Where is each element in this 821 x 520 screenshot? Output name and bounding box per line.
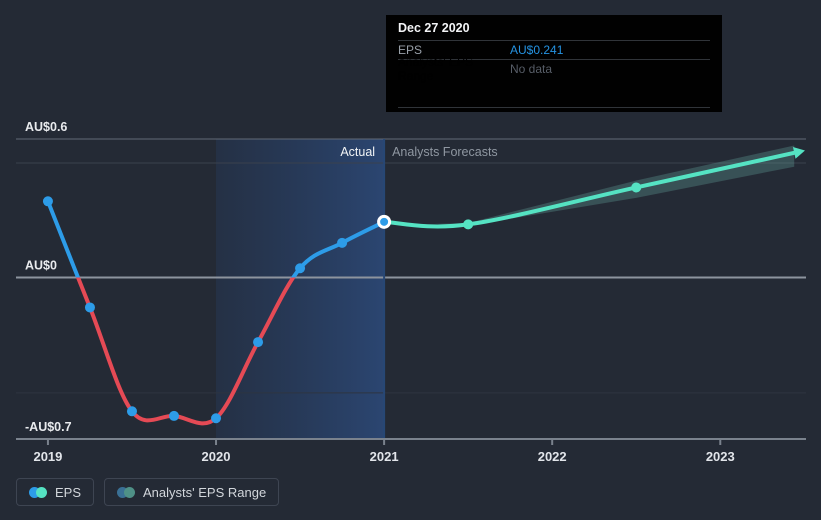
legend-eps-button[interactable]: EPS (16, 478, 95, 506)
chart-legend: EPS Analysts' EPS Range (16, 478, 280, 506)
y-tick-label: -AU$0.7 (25, 420, 72, 434)
eps-chart[interactable]: 2019 2020 2021 2022 2023 AU$0.6 AU$0 -AU$0.7 Act… (0, 0, 821, 470)
eps-actual-line-positive (45, 199, 387, 278)
legend-range-label: Analysts' EPS Range (143, 484, 267, 500)
y-tick-label: AU$0.6 (25, 120, 67, 134)
actual-label: Actual (340, 145, 375, 159)
tooltip-range-label: Analysts' EPS Range (398, 55, 473, 83)
tooltip-date: Dec 27 2020 (398, 21, 470, 35)
eps-forecast-line (382, 150, 797, 229)
forecast-data-point[interactable] (631, 182, 642, 193)
forecast-data-point[interactable] (463, 219, 474, 230)
forecasts-label: Analysts Forecasts (392, 145, 498, 159)
data-point[interactable] (84, 302, 95, 313)
actual-period-band (216, 139, 385, 439)
tooltip-eps-label: EPS (398, 43, 423, 57)
x-tick-label: 2021 (370, 449, 399, 464)
tooltip-row-range: Analysts' EPS Range No data (398, 55, 710, 83)
y-tick-label: AU$0 (25, 258, 57, 272)
eps-series-icon (29, 486, 47, 498)
x-tick-label: 2022 (538, 449, 567, 464)
tooltip-row-eps: EPS AU$0.241 (398, 40, 710, 59)
legend-eps-label: EPS (55, 484, 82, 500)
data-point[interactable] (126, 406, 137, 417)
analysts-range-band (434, 145, 795, 226)
data-point[interactable] (253, 337, 264, 348)
forecast-arrow-icon (792, 146, 805, 159)
x-tick-label: 2023 (706, 449, 735, 464)
data-point[interactable] (169, 410, 179, 421)
x-tick-label: 2019 (33, 449, 62, 464)
range-series-icon (117, 486, 136, 498)
chart-tooltip: Dec 27 2020 EPS AU$0.241 Analysts' EPS R… (386, 15, 722, 112)
x-tick-label: 2020 (202, 449, 231, 464)
tooltip-eps-value: AU$0.241 (510, 43, 564, 57)
legend-range-button[interactable]: Analysts' EPS Range (104, 478, 280, 506)
data-point[interactable] (211, 413, 222, 424)
tooltip-range-value: No data (510, 62, 553, 76)
data-point[interactable] (42, 196, 53, 207)
data-point[interactable] (295, 263, 306, 274)
data-point[interactable] (337, 237, 348, 248)
tooltip-divider (398, 107, 710, 108)
highlighted-data-point[interactable] (377, 214, 392, 229)
